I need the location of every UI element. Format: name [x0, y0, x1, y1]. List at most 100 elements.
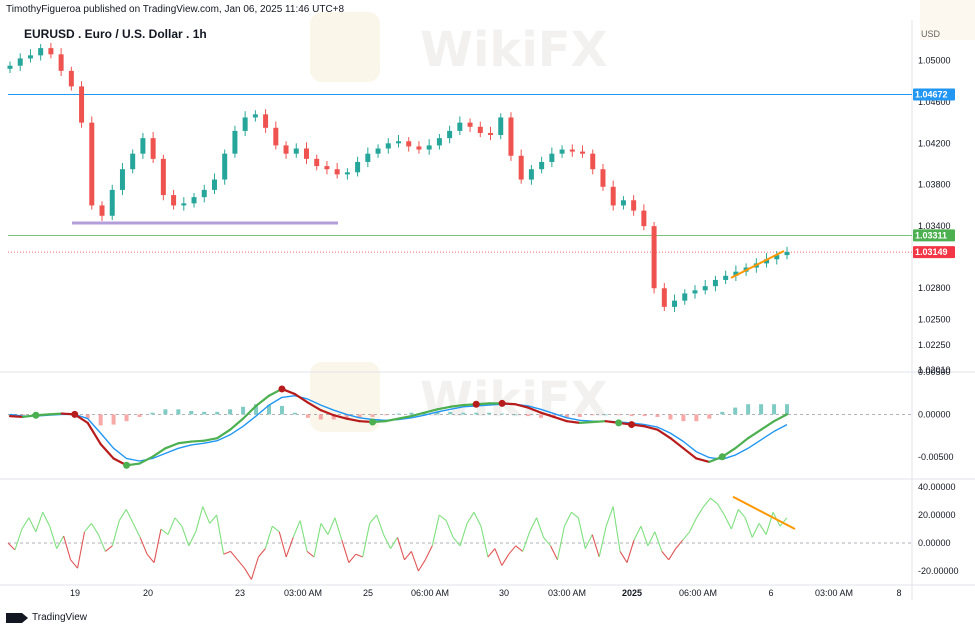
oscillator-line-segment	[703, 497, 711, 507]
oscillator-line-segment	[355, 553, 363, 558]
macd-axis-label: 0.00500	[918, 367, 951, 377]
price-axis-label: 1.02800	[918, 283, 951, 293]
candle-body	[631, 200, 637, 211]
macd-histogram-bar	[396, 413, 401, 415]
oscillator-line-segment	[341, 540, 350, 563]
macd-histogram-bar	[616, 414, 621, 416]
macd-line-segment	[449, 403, 465, 408]
price-axis-label: 1.03400	[918, 221, 951, 231]
macd-histogram-bar	[202, 411, 207, 415]
macd-histogram-bar	[487, 412, 492, 415]
oscillator-line-segment	[223, 550, 231, 555]
oscillator-line-segment	[543, 537, 551, 547]
candle-body	[303, 148, 309, 159]
oscillator-line-segment	[348, 553, 357, 563]
oscillator-line-segment	[320, 523, 329, 535]
candle-body	[406, 141, 412, 147]
oscillator-line-segment	[417, 559, 426, 572]
candle-body	[733, 271, 739, 276]
macd-line-segment	[578, 420, 594, 424]
oscillator-line-segment	[77, 531, 86, 569]
tradingview-logo-icon	[6, 612, 28, 623]
candle-body	[130, 153, 136, 170]
oscillator-line-segment	[257, 548, 266, 558]
oscillator-line-segment	[640, 526, 649, 546]
macd-histogram-bar	[642, 414, 647, 417]
oscillator-line-segment	[35, 512, 44, 532]
oscillator-line-segment	[153, 528, 162, 563]
macd-histogram-bar	[85, 414, 90, 419]
price-axis-label: 1.04600	[918, 97, 951, 107]
macd-histogram-bar	[500, 413, 505, 415]
macd-histogram-bar	[668, 414, 673, 420]
oscillator-line-segment	[758, 523, 767, 535]
macd-histogram-bar	[228, 409, 233, 415]
candle-body	[580, 151, 586, 154]
candle-body	[498, 117, 504, 136]
macd-line-segment	[306, 401, 322, 412]
oscillator-line-segment	[668, 548, 677, 561]
oscillator-line-segment	[710, 497, 718, 505]
macd-line-segment	[526, 406, 543, 414]
symbol-title[interactable]: EURUSD . Euro / U.S. Dollar . 1h	[24, 27, 207, 41]
oscillator-line-segment	[250, 556, 259, 580]
macd-histogram-bar	[150, 412, 155, 415]
macd-histogram-bar	[694, 414, 699, 422]
oscillator-line-segment	[424, 545, 433, 561]
candle-body	[79, 86, 85, 123]
candle-body	[38, 48, 44, 56]
candle-body	[68, 70, 74, 87]
oscillator-line-segment	[452, 537, 461, 547]
oscillator-line-segment	[167, 517, 176, 535]
macd-line-segment	[669, 437, 685, 450]
oscillator-line-segment	[299, 520, 308, 552]
macd-line-segment	[345, 417, 361, 423]
oscillator-line-segment	[292, 520, 301, 538]
oscillator-line-segment	[139, 537, 148, 555]
candle-body	[7, 65, 13, 69]
time-axis-label: 19	[70, 588, 80, 598]
macd-histogram-bar	[448, 411, 453, 415]
candle-body	[518, 155, 524, 180]
macd-histogram-bar	[241, 406, 246, 415]
macd-histogram-bar	[292, 412, 297, 415]
macd-line-segment	[254, 394, 271, 408]
macd-line-segment	[216, 428, 232, 440]
oscillator-line-segment	[744, 517, 753, 538]
oscillator-line-segment	[216, 514, 225, 555]
last-price-tag: 1.03149	[915, 247, 948, 257]
macd-cross-dot	[615, 419, 623, 427]
time-axis-label: 20	[143, 588, 153, 598]
oscillator-line-segment	[431, 514, 440, 546]
macd-signal-line	[9, 395, 788, 462]
candle-body	[242, 117, 248, 131]
macd-histogram-bar	[344, 414, 349, 419]
time-axis-label: 2025	[622, 588, 642, 598]
candle-body	[416, 146, 422, 150]
macd-line-segment	[734, 437, 750, 450]
candle-body	[150, 138, 156, 159]
candle-body	[682, 293, 688, 301]
oscillator-line-segment	[146, 553, 155, 563]
candle-body	[171, 195, 177, 206]
candle-body	[764, 259, 770, 264]
oscillator-line-segment	[404, 551, 412, 561]
macd-cross-dot	[628, 421, 636, 429]
oscillator-line-segment	[751, 523, 760, 538]
candle-body	[140, 138, 146, 154]
price-axis-label: 1.05000	[918, 56, 951, 66]
macd-histogram-bar	[720, 411, 725, 415]
green-level-price-tag-bg	[913, 229, 955, 242]
macd-line-segment	[190, 439, 206, 443]
candle-body	[426, 145, 432, 150]
tradingview-brand[interactable]: TradingView	[6, 612, 87, 623]
candle-body	[539, 161, 545, 170]
macd-histogram-bar	[254, 404, 259, 415]
macd-line-segment	[410, 411, 426, 418]
oscillator-line-segment	[438, 514, 447, 522]
candle-body	[436, 138, 442, 146]
oscillator-line-segment	[271, 525, 280, 533]
candle-body	[191, 197, 197, 204]
time-axis-label: 23	[235, 588, 245, 598]
